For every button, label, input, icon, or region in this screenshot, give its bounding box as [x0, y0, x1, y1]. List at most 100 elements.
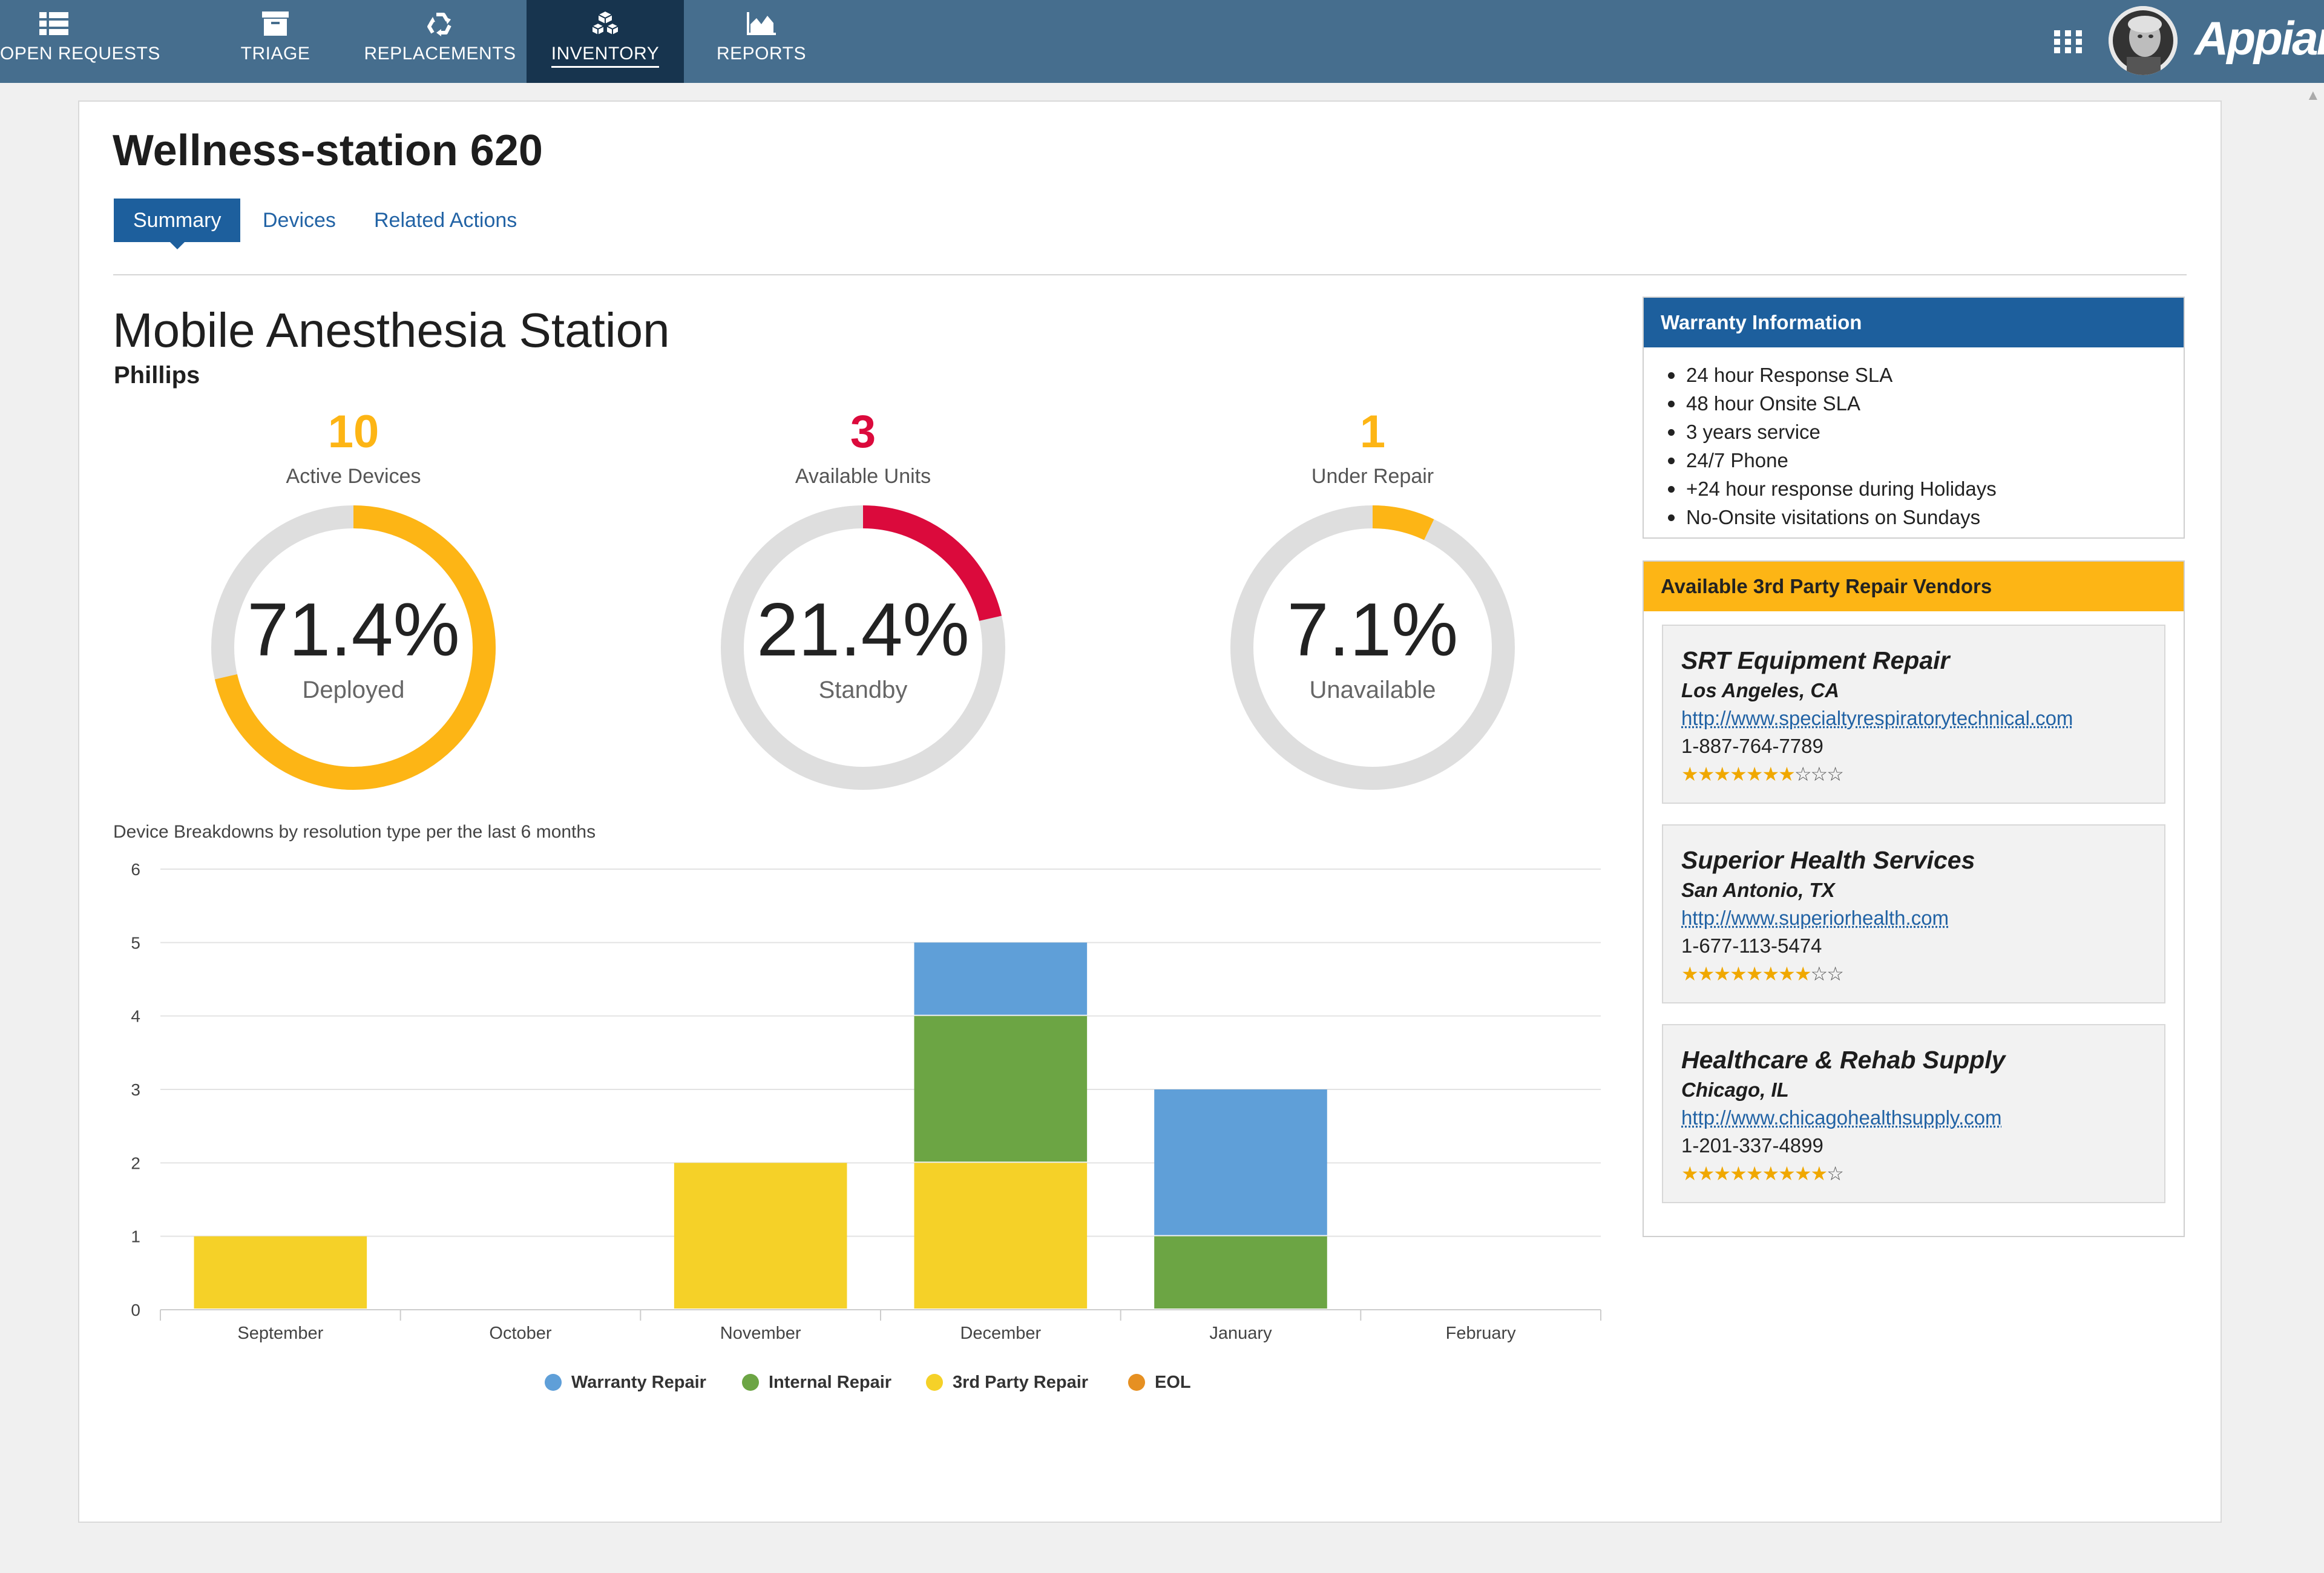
star-filled-icon: ★	[1730, 963, 1746, 985]
star-filled-icon: ★	[1698, 763, 1714, 785]
x-tick-label: December	[960, 1324, 1041, 1343]
gauge-count: 3	[706, 406, 1020, 458]
x-tick-label: January	[1209, 1324, 1272, 1343]
legend-item[interactable]: EOL	[1128, 1373, 1191, 1393]
star-empty-icon: ☆	[1827, 1163, 1843, 1184]
page-title: Wellness-station 620	[113, 126, 543, 176]
vendors-panel-title: Available 3rd Party Repair Vendors	[1644, 562, 2184, 611]
scroll-up-arrow-icon[interactable]: ▲	[2306, 87, 2320, 104]
warranty-item: 24/7 Phone	[1686, 446, 2184, 475]
bar-segment[interactable]	[1154, 1089, 1327, 1235]
legend-dot-icon	[545, 1374, 562, 1391]
chart-caption: Device Breakdowns by resolution type per…	[113, 822, 596, 842]
nav-replacements-label: REPLACEMENTS	[361, 44, 519, 64]
nav-inventory[interactable]: INVENTORY	[527, 0, 684, 83]
bar-segment[interactable]	[914, 1016, 1088, 1162]
tab-devices[interactable]: Devices	[263, 199, 336, 242]
vendor-url-link[interactable]: http://www.chicagohealthsupply.com	[1681, 1106, 2164, 1134]
gauge-under-repair: 1 Under Repair 7.1% Unavailable	[1215, 406, 1530, 799]
x-tick-label: November	[720, 1324, 801, 1343]
gauge-count: 10	[196, 406, 511, 458]
nav-triage-label: TRIAGE	[229, 44, 322, 64]
star-filled-icon: ★	[1730, 1163, 1746, 1184]
y-tick-label: 5	[131, 933, 140, 952]
gauge-percent: 71.4%	[196, 587, 511, 673]
warranty-item: +24 hour response during Holidays	[1686, 475, 2184, 503]
nav-replacements[interactable]: REPLACEMENTS	[361, 0, 519, 83]
bar-segment[interactable]	[914, 1163, 1088, 1309]
device-manufacturer: Phillips	[114, 362, 200, 389]
star-filled-icon: ★	[1698, 1163, 1714, 1184]
x-tick-label: September	[237, 1324, 323, 1343]
gauge-available-units: 3 Available Units 21.4% Standby	[706, 406, 1020, 799]
tab-summary[interactable]: Summary	[114, 199, 240, 242]
vendors-panel: Available 3rd Party Repair Vendors SRT E…	[1643, 560, 2185, 1237]
grid-icon[interactable]	[2052, 29, 2084, 54]
list-icon	[37, 10, 71, 38]
vendor-card: SRT Equipment Repair Los Angeles, CA htt…	[1662, 625, 2165, 804]
vendor-url-link[interactable]: http://www.specialtyrespiratorytechnical…	[1681, 707, 2164, 735]
warranty-list: 24 hour Response SLA 48 hour Onsite SLA …	[1644, 347, 2184, 531]
star-filled-icon: ★	[1713, 1163, 1730, 1184]
user-avatar[interactable]	[2109, 6, 2178, 75]
vendor-location: Chicago, IL	[1681, 1079, 2164, 1106]
warranty-panel: Warranty Information 24 hour Response SL…	[1643, 297, 2185, 539]
bar-segment[interactable]	[914, 942, 1088, 1014]
gauge-sublabel: Deployed	[196, 677, 511, 704]
star-filled-icon: ★	[1713, 963, 1730, 985]
cubes-icon	[588, 10, 622, 38]
vendor-name: SRT Equipment Repair	[1681, 646, 2164, 679]
tab-divider	[113, 274, 2187, 275]
nav-inventory-label: INVENTORY	[551, 44, 659, 68]
x-tick-label: October	[489, 1324, 551, 1343]
gauge-sublabel: Unavailable	[1215, 677, 1530, 704]
star-filled-icon: ★	[1681, 963, 1698, 985]
y-tick-label: 2	[131, 1154, 140, 1172]
gauge-label: Available Units	[706, 465, 1020, 488]
vendor-name: Superior Health Services	[1681, 846, 2164, 879]
appian-logo[interactable]: Appian	[2194, 11, 2324, 66]
star-filled-icon: ★	[1681, 763, 1698, 785]
gauge-percent: 7.1%	[1215, 587, 1530, 673]
warranty-panel-title: Warranty Information	[1644, 298, 2184, 347]
star-filled-icon: ★	[1762, 763, 1778, 785]
star-empty-icon: ☆	[1811, 963, 1827, 985]
nav-open-requests[interactable]: OPEN REQUESTS	[0, 0, 108, 83]
star-filled-icon: ★	[1713, 763, 1730, 785]
legend-item[interactable]: Warranty Repair	[545, 1373, 706, 1393]
star-filled-icon: ★	[1730, 763, 1746, 785]
bar-segment[interactable]	[194, 1236, 367, 1309]
warranty-item: 48 hour Onsite SLA	[1686, 389, 2184, 418]
nav-reports[interactable]: REPORTS	[704, 0, 818, 83]
bar-segment[interactable]	[674, 1163, 847, 1309]
recycle-icon	[423, 10, 457, 38]
legend-dot-icon	[742, 1374, 759, 1391]
vendor-rating: ★★★★★★★★☆☆	[1681, 962, 2164, 985]
star-filled-icon: ★	[1746, 1163, 1762, 1184]
star-filled-icon: ★	[1681, 1163, 1698, 1184]
star-empty-icon: ☆	[1827, 963, 1843, 985]
gauge-label: Active Devices	[196, 465, 511, 488]
bar-segment[interactable]	[1154, 1236, 1327, 1309]
legend-item[interactable]: Internal Repair	[742, 1373, 891, 1393]
warranty-item: 24 hour Response SLA	[1686, 361, 2184, 389]
star-filled-icon: ★	[1746, 763, 1762, 785]
y-tick-label: 3	[131, 1080, 140, 1099]
vendor-card: Superior Health Services San Antonio, TX…	[1662, 824, 2165, 1003]
legend-label: Internal Repair	[769, 1373, 891, 1392]
y-tick-label: 6	[131, 860, 140, 879]
star-filled-icon: ★	[1794, 963, 1811, 985]
tab-related-actions[interactable]: Related Actions	[374, 199, 517, 242]
gauge-count: 1	[1215, 406, 1530, 458]
vendor-url-link[interactable]: http://www.superiorhealth.com	[1681, 907, 2164, 934]
star-filled-icon: ★	[1762, 1163, 1778, 1184]
vendor-rating: ★★★★★★★☆☆☆	[1681, 763, 2164, 786]
star-filled-icon: ★	[1698, 963, 1714, 985]
star-filled-icon: ★	[1794, 1163, 1811, 1184]
vendor-phone: 1-677-113-5474	[1681, 934, 2164, 962]
user-photo-icon	[2109, 6, 2178, 75]
nav-triage[interactable]: TRIAGE	[229, 0, 322, 83]
star-filled-icon: ★	[1746, 963, 1762, 985]
vendor-phone: 1-201-337-4899	[1681, 1134, 2164, 1162]
legend-item[interactable]: 3rd Party Repair	[926, 1373, 1088, 1393]
